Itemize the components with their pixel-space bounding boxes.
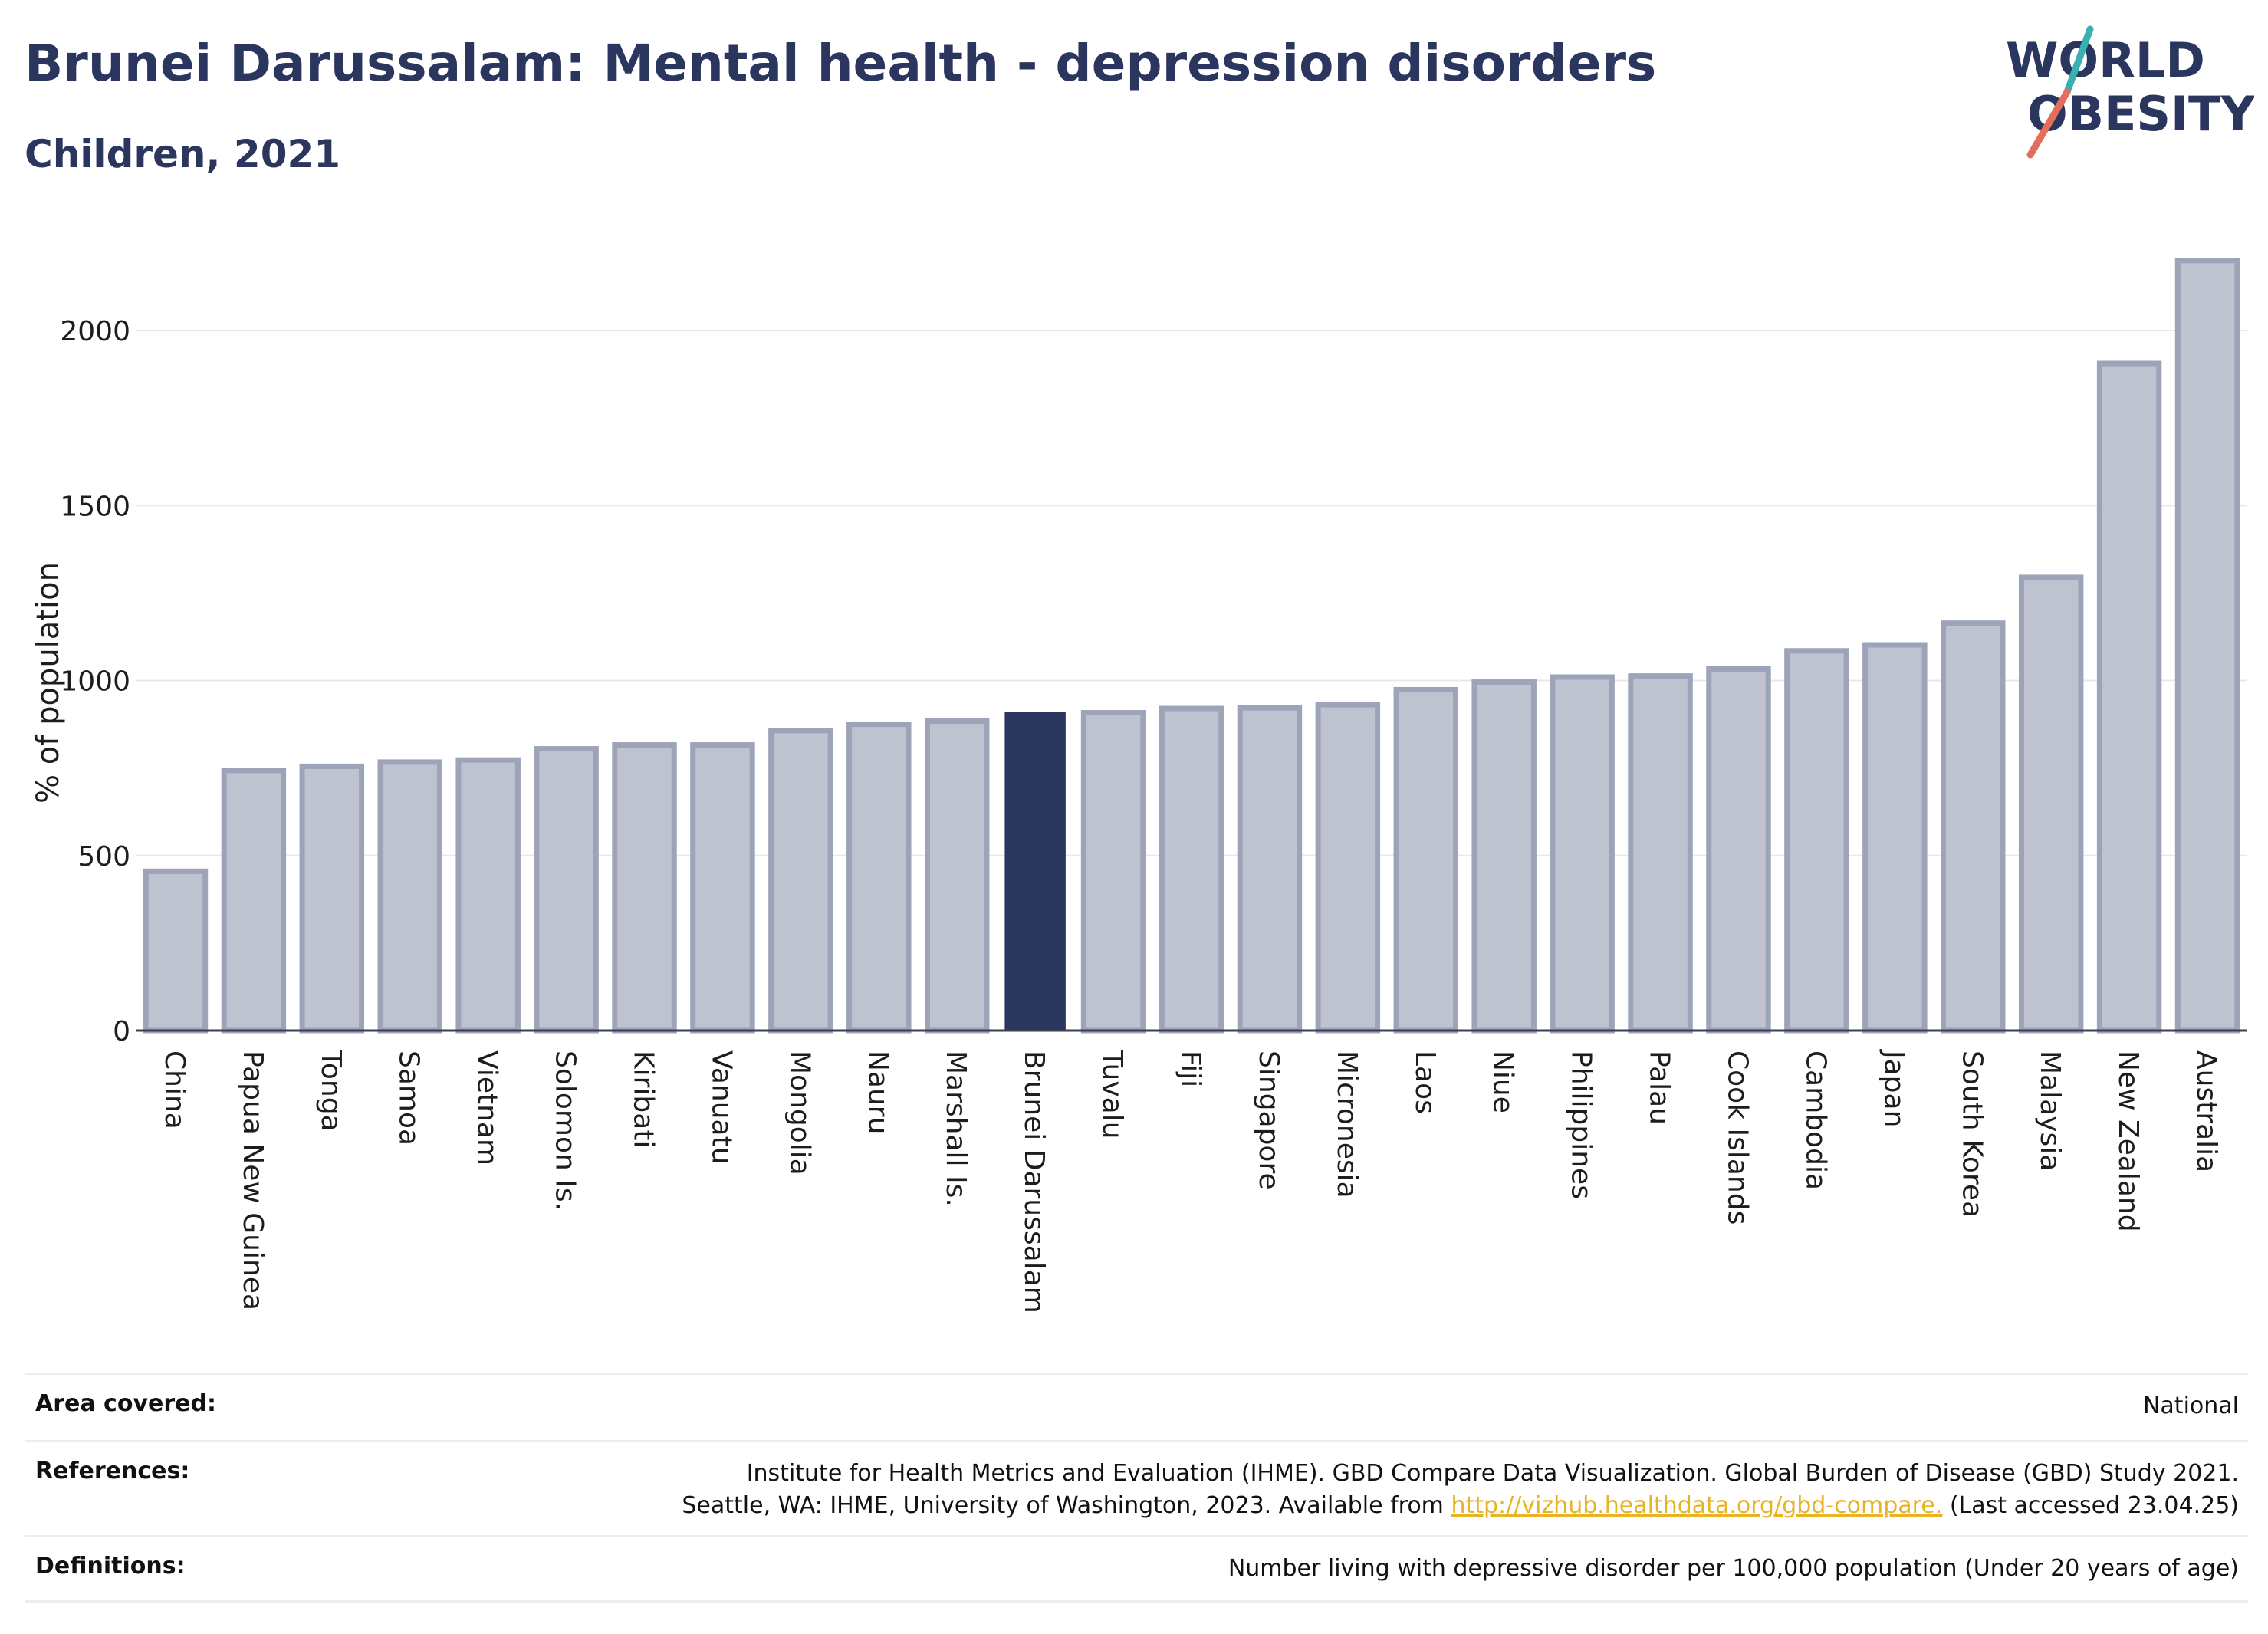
bar-kiribati [612,742,677,1034]
bar-vanuatu [690,742,755,1034]
info-row: References: Institute for Health Metrics … [25,1440,2248,1535]
x-tick-label: Vietnam [472,1050,503,1165]
bar-brunei-darussalam [1004,712,1066,1032]
world-obesity-logo: WORLD OBESITY [2006,25,2254,159]
x-tick-label: Japan [1878,1049,1909,1127]
bar-australia [2174,258,2240,1034]
x-tick-label: Samoa [393,1050,425,1146]
bar-tonga [299,763,365,1034]
x-tick-label: South Korea [1956,1050,1987,1218]
x-tick-label: Solomon Is. [550,1050,581,1211]
logo-text-world: WORLD [2006,32,2205,88]
bar-marshall-is- [924,718,990,1034]
chart-title: Brunei Darussalam: Mental health - depre… [25,34,1657,93]
x-tick-label: Papua New Guinea [237,1050,268,1310]
bar-laos [1393,686,1459,1034]
bar-palau [1628,673,1693,1034]
bar-new-zealand [2096,360,2162,1034]
y-tick-label: 2000 [60,316,130,347]
bar-vietnam [455,757,521,1034]
x-tick-label: Brunei Darussalam [1018,1050,1050,1313]
x-tick-label: New Zealand [2112,1050,2144,1232]
bar-malaysia [2018,574,2084,1034]
x-tick-label: Palau [1644,1050,1675,1125]
y-axis-title: % of population [31,562,66,804]
bar-singapore [1237,705,1303,1034]
x-tick-label: Tuvalu [1096,1050,1128,1139]
info-key: Definitions: [35,1553,186,1580]
info-value-line: National [2142,1392,2239,1419]
info-row: Definitions: Number living with depressiv… [25,1535,2248,1603]
info-value: Institute for Health Metrics and Evaluat… [682,1458,2239,1522]
bar-micronesia [1315,702,1381,1034]
bar-south-korea [1941,620,2006,1034]
x-tick-label: Australia [2191,1050,2222,1172]
bar-philippines [1550,674,1615,1034]
info-key: References: [35,1458,190,1484]
x-tick-label: Philippines [1566,1050,1597,1199]
x-tick-label: Laos [1409,1050,1441,1114]
bar-chart: 0 500 1000 1500 2000 % of population China Papu… [31,258,2247,1313]
x-tick-label: China [159,1050,190,1129]
info-value: National [2143,1390,2239,1422]
logo-slash-teal [2063,25,2094,96]
info-value-line: Number living with depressive disorder p… [1228,1555,2239,1582]
bar-papua-new-guinea [221,768,287,1034]
x-tick-label: Niue [1487,1050,1519,1113]
bar-japan [1862,642,1928,1034]
x-tick-label: Vanuatu [705,1050,737,1165]
chart-subtitle: Children, 2021 [25,132,341,176]
info-table: Area covered: National References: Institut… [25,1373,2248,1603]
x-tick-label: Nauru [862,1050,893,1134]
x-tick-label: Marshall Is. [940,1050,971,1207]
bar-tuvalu [1080,710,1146,1034]
x-tick-label: Malaysia [2034,1050,2066,1171]
logo-slash-coral [2026,88,2071,159]
bar-fiji [1159,705,1224,1034]
x-tick-label: Singapore [1253,1050,1284,1190]
x-tick-label: Micronesia [1331,1050,1362,1198]
bar-niue [1471,679,1537,1034]
info-row: Area covered: National [25,1373,2248,1440]
bar-solomon-is- [534,746,599,1034]
info-value-line: Seattle, WA: IHME, University of Washing… [682,1492,1451,1519]
bar-samoa [377,759,442,1034]
bar-china [143,868,209,1034]
info-value-line: Institute for Health Metrics and Evaluat… [746,1460,2239,1487]
y-tick-label: 1000 [60,666,130,698]
bar-cook-islands [1706,666,1771,1034]
info-value-tail: (Last accessed 23.04.25) [1942,1492,2239,1519]
x-tick-label: Kiribati [628,1050,659,1148]
y-tick-label: 0 [113,1016,130,1047]
bar-mongolia [768,728,833,1034]
x-tick-label: Mongolia [784,1050,815,1175]
info-key: Area covered: [35,1390,216,1417]
y-tick-label: 500 [77,841,130,873]
x-tick-label: Tonga [315,1050,347,1132]
reference-link[interactable]: http://vizhub.healthdata.org/gbd-compare… [1451,1492,1943,1519]
x-tick-label: Fiji [1175,1050,1206,1087]
x-tick-label: Cambodia [1800,1050,1831,1190]
bar-nauru [846,722,912,1034]
x-tick-label: Cook Islands [1721,1050,1753,1225]
info-value: Number living with depressive disorder p… [1228,1553,2239,1585]
y-tick-label: 1500 [60,491,130,522]
bar-cambodia [1784,648,1849,1034]
